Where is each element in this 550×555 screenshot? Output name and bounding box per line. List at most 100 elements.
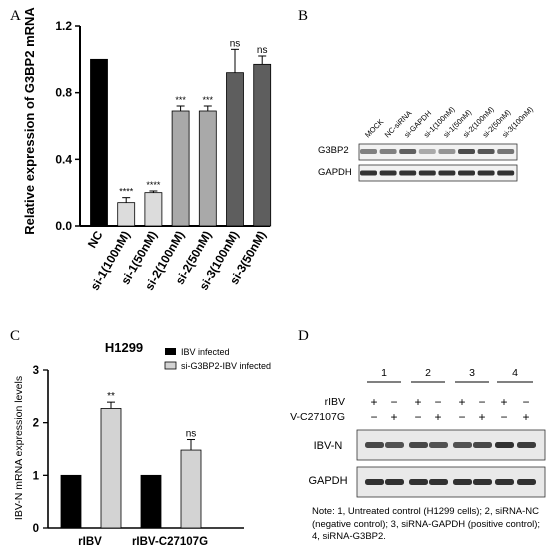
chart-a-bar xyxy=(90,58,108,227)
blot-b-lane-label: MOCK xyxy=(363,117,385,139)
chart-a-ytick-label: 0.0 xyxy=(55,219,72,233)
chart-c-legend: IBV infected si-G3BP2-IBV infected xyxy=(164,347,271,371)
blot-d-mutant-sign: − xyxy=(458,410,465,424)
blot-d-ribv-sign: − xyxy=(522,395,529,409)
chart-a-significance: ns xyxy=(230,38,241,49)
chart-a-ytick-label: 0.8 xyxy=(55,86,72,100)
blot-d-band-ibv-n xyxy=(365,442,384,448)
chart-c-category-label: rIBV xyxy=(78,536,102,548)
blot-d-band-ibv-n xyxy=(473,442,492,448)
blot-b-band-gapdh xyxy=(458,170,475,176)
blot-b-band-gapdh xyxy=(477,170,495,176)
blot-b-band-g3bp2 xyxy=(477,149,495,154)
blot-b-membrane-g3bp2 xyxy=(358,143,518,161)
blot-b-band-g3bp2 xyxy=(458,149,475,154)
chart-c-ylabel: IBV-N mRNA expression levels xyxy=(13,376,25,520)
panel-b-letter: B xyxy=(298,8,309,24)
panel-c-letter: C xyxy=(10,328,21,344)
blot-d-band-gapdh xyxy=(409,479,428,485)
panel-a-letter: A xyxy=(10,8,21,24)
blot-d-ribv-sign: − xyxy=(390,395,397,409)
blot-d-band-ibv-n xyxy=(409,442,428,448)
blot-d-ribv-sign: + xyxy=(370,395,377,409)
chart-c-category-label: rIBV-C27107G xyxy=(132,536,208,548)
blot-d-row-label-ribv: rIBV xyxy=(325,396,345,408)
blot-d-group-number: 3 xyxy=(469,367,475,379)
blot-d-group-number: 2 xyxy=(425,367,431,379)
blot-d-mutant-sign: + xyxy=(478,410,485,424)
blot-d-band-ibv-n xyxy=(517,442,536,448)
blot-b-row-label-g3bp2: G3BP2 xyxy=(318,145,349,156)
chart-a-bar xyxy=(144,192,163,227)
blot-d-band-gapdh xyxy=(365,479,384,485)
blot-b-band-g3bp2 xyxy=(497,149,515,154)
western-blot-b: MOCKNC-siRNAsi-GAPDHsi-1(100nM)si-1(50nM… xyxy=(318,104,535,182)
blot-b-band-gapdh xyxy=(379,170,397,176)
blot-d-band-gapdh xyxy=(385,479,404,485)
blot-b-band-gapdh xyxy=(360,170,377,176)
blot-b-band-g3bp2 xyxy=(418,149,436,154)
blot-d-band-gapdh xyxy=(517,479,536,485)
blot-d-row-label-mutant: rIBV-C27107G xyxy=(290,411,345,423)
blot-d-mutant-sign: − xyxy=(500,410,507,424)
blot-b-band-gapdh xyxy=(418,170,436,176)
blot-b-membrane-gapdh xyxy=(358,164,518,182)
blot-d-group-number: 4 xyxy=(512,367,518,379)
chart-a-bar xyxy=(117,202,136,227)
blot-d-band-gapdh xyxy=(453,479,472,485)
blot-b-band-g3bp2 xyxy=(360,149,377,154)
chart-c-bar xyxy=(100,408,122,529)
chart-a-significance: ns xyxy=(257,45,268,56)
chart-a-bar xyxy=(253,63,272,227)
chart-c-bar xyxy=(140,474,162,529)
blot-b-band-gapdh xyxy=(497,170,515,176)
chart-a-bar xyxy=(171,110,190,227)
blot-d-mutant-sign: + xyxy=(434,410,441,424)
blot-d-mutant-sign: − xyxy=(414,410,421,424)
chart-a-category-label: NC xyxy=(85,228,106,250)
chart-a-ylabel: Relative expression of G3BP2 mRNA xyxy=(22,7,37,235)
blot-d-ribv-sign: + xyxy=(458,395,465,409)
chart-c-ytick-label: 3 xyxy=(33,365,39,377)
western-blot-d: rIBV rIBV-C27107G IBV-N GAPDH 1234+−−++−… xyxy=(290,367,546,498)
blot-b-band-gapdh xyxy=(399,170,417,176)
chart-a-significance: *** xyxy=(203,95,214,105)
blot-b-band-g3bp2 xyxy=(379,149,397,154)
chart-c-bar xyxy=(60,474,82,529)
blot-d-ribv-sign: − xyxy=(434,395,441,409)
blot-d-band-gapdh xyxy=(473,479,492,485)
blot-d-mutant-sign: + xyxy=(390,410,397,424)
blot-b-row-label-gapdh: GAPDH xyxy=(318,167,352,178)
blot-d-band-gapdh xyxy=(429,479,448,485)
blot-d-ribv-sign: + xyxy=(500,395,507,409)
blot-d-band-ibv-n xyxy=(385,442,404,448)
legend-label-ibv-infected: IBV infected xyxy=(181,347,230,357)
blot-d-band-ibv-n xyxy=(429,442,448,448)
blot-d-band-ibv-n xyxy=(495,442,514,448)
chart-c-bar xyxy=(180,449,202,529)
chart-c-ytick-label: 1 xyxy=(33,470,40,482)
blot-d-band-gapdh xyxy=(495,479,514,485)
chart-c-significance: ** xyxy=(107,391,115,402)
chart-a-significance: **** xyxy=(146,180,161,190)
chart-c-title: H1299 xyxy=(105,340,143,355)
blot-d-mutant-sign: + xyxy=(522,410,529,424)
blot-d-mutant-sign: − xyxy=(370,410,377,424)
chart-a-significance: **** xyxy=(119,187,134,197)
chart-a: Relative expression of G3BP2 mRNA 0.0 0.4… xyxy=(22,7,272,293)
chart-c-ytick-label: 0 xyxy=(33,523,39,535)
legend-label-si-g3bp2: si-G3BP2-IBV infected xyxy=(181,361,271,371)
blot-d-row-label-ibv-n: IBV-N xyxy=(314,440,343,452)
blot-d-row-label-gapdh: GAPDH xyxy=(308,475,347,487)
panel-d-note: Note: 1, Untreated control (H1299 cells)… xyxy=(312,506,541,542)
chart-c: H1299 IBV-N mRNA expression levels IBV i… xyxy=(13,340,271,548)
legend-swatch-si-g3bp2 xyxy=(164,361,177,370)
chart-a-bar xyxy=(198,110,217,227)
chart-a-ytick-label: 0.4 xyxy=(55,152,72,166)
blot-b-band-g3bp2 xyxy=(399,149,417,154)
blot-b-band-g3bp2 xyxy=(438,149,456,154)
blot-d-band-ibv-n xyxy=(453,442,472,448)
blot-d-group-number: 1 xyxy=(381,367,387,379)
blot-b-band-gapdh xyxy=(438,170,456,176)
chart-a-bar xyxy=(226,72,244,227)
